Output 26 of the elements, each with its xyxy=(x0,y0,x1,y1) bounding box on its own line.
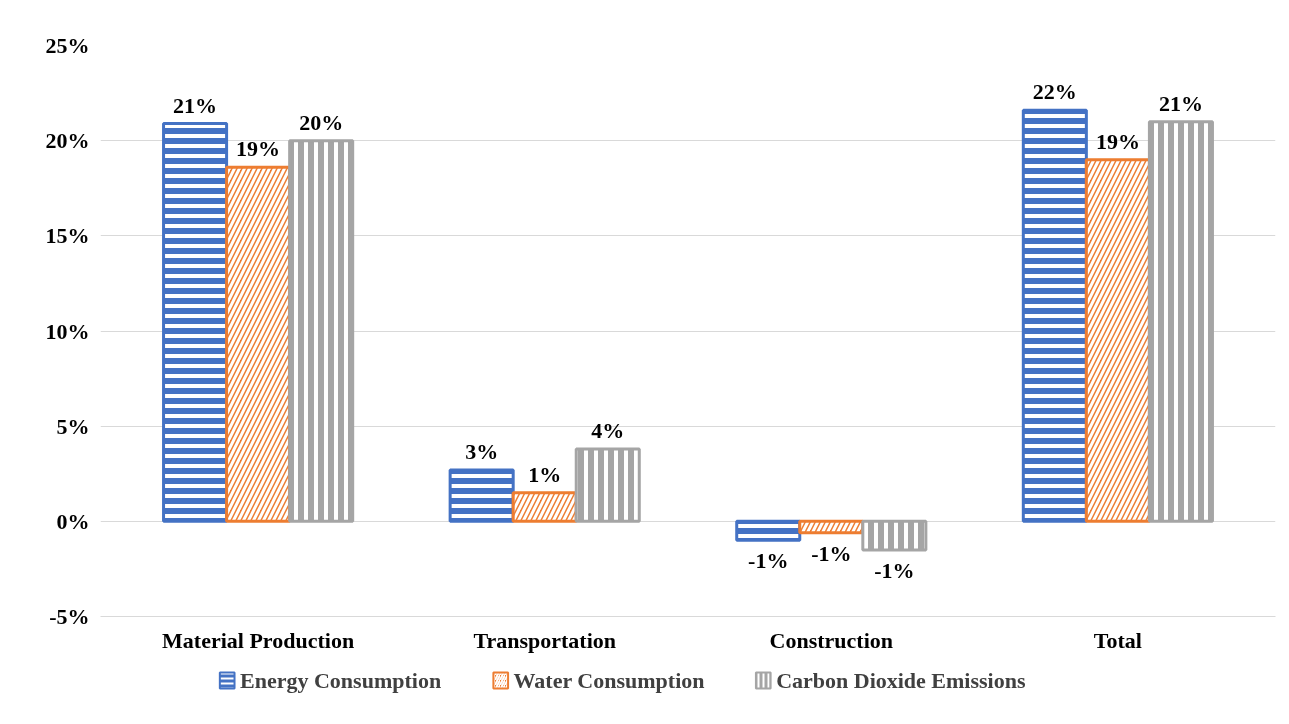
data-label: 19% xyxy=(1095,128,1140,154)
y-tick-label: 20% xyxy=(45,128,90,154)
x-tick-label: Total xyxy=(1093,627,1142,653)
y-tick-label: 10% xyxy=(45,318,90,344)
data-label: 20% xyxy=(299,109,344,135)
y-tick-label: 25% xyxy=(45,33,90,58)
data-label: -1% xyxy=(748,548,789,574)
x-tick-label: Transportation xyxy=(473,627,617,653)
data-label: -1% xyxy=(874,557,915,583)
x-tick-label: Material Production xyxy=(162,627,355,653)
legend-label: Water Consumption xyxy=(513,668,705,693)
y-tick-label: 15% xyxy=(45,223,90,249)
data-label: 3% xyxy=(465,438,499,464)
y-tick-label: 0% xyxy=(56,508,90,534)
y-tick-label: -5% xyxy=(49,604,90,629)
data-label: 22% xyxy=(1032,79,1077,105)
data-label: 21% xyxy=(173,92,218,118)
x-tick-label: Construction xyxy=(769,627,894,653)
legend-label: Carbon Dioxide Emissions xyxy=(776,668,1026,693)
data-label: 1% xyxy=(528,461,562,487)
data-label: -1% xyxy=(811,540,852,566)
legend-label: Energy Consumption xyxy=(240,668,442,693)
data-label: 21% xyxy=(1158,90,1203,116)
y-tick-label: 5% xyxy=(56,413,90,439)
data-label: 19% xyxy=(236,136,281,162)
data-label: 4% xyxy=(591,418,625,444)
